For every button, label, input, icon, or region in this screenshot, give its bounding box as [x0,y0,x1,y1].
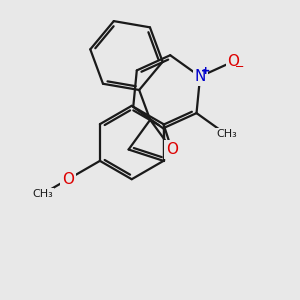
Text: N: N [194,69,206,84]
Text: O: O [62,172,74,187]
Text: O: O [166,142,178,157]
Text: −: − [235,62,244,72]
Text: O: O [227,54,239,69]
Text: O: O [166,142,178,157]
Text: CH₃: CH₃ [216,130,237,140]
Text: −: − [235,62,244,72]
Text: N: N [194,69,206,84]
Text: +: + [201,66,211,76]
Text: +: + [201,66,211,76]
Text: O: O [62,172,74,187]
Text: O: O [227,54,239,69]
Text: CH₃: CH₃ [32,189,53,199]
